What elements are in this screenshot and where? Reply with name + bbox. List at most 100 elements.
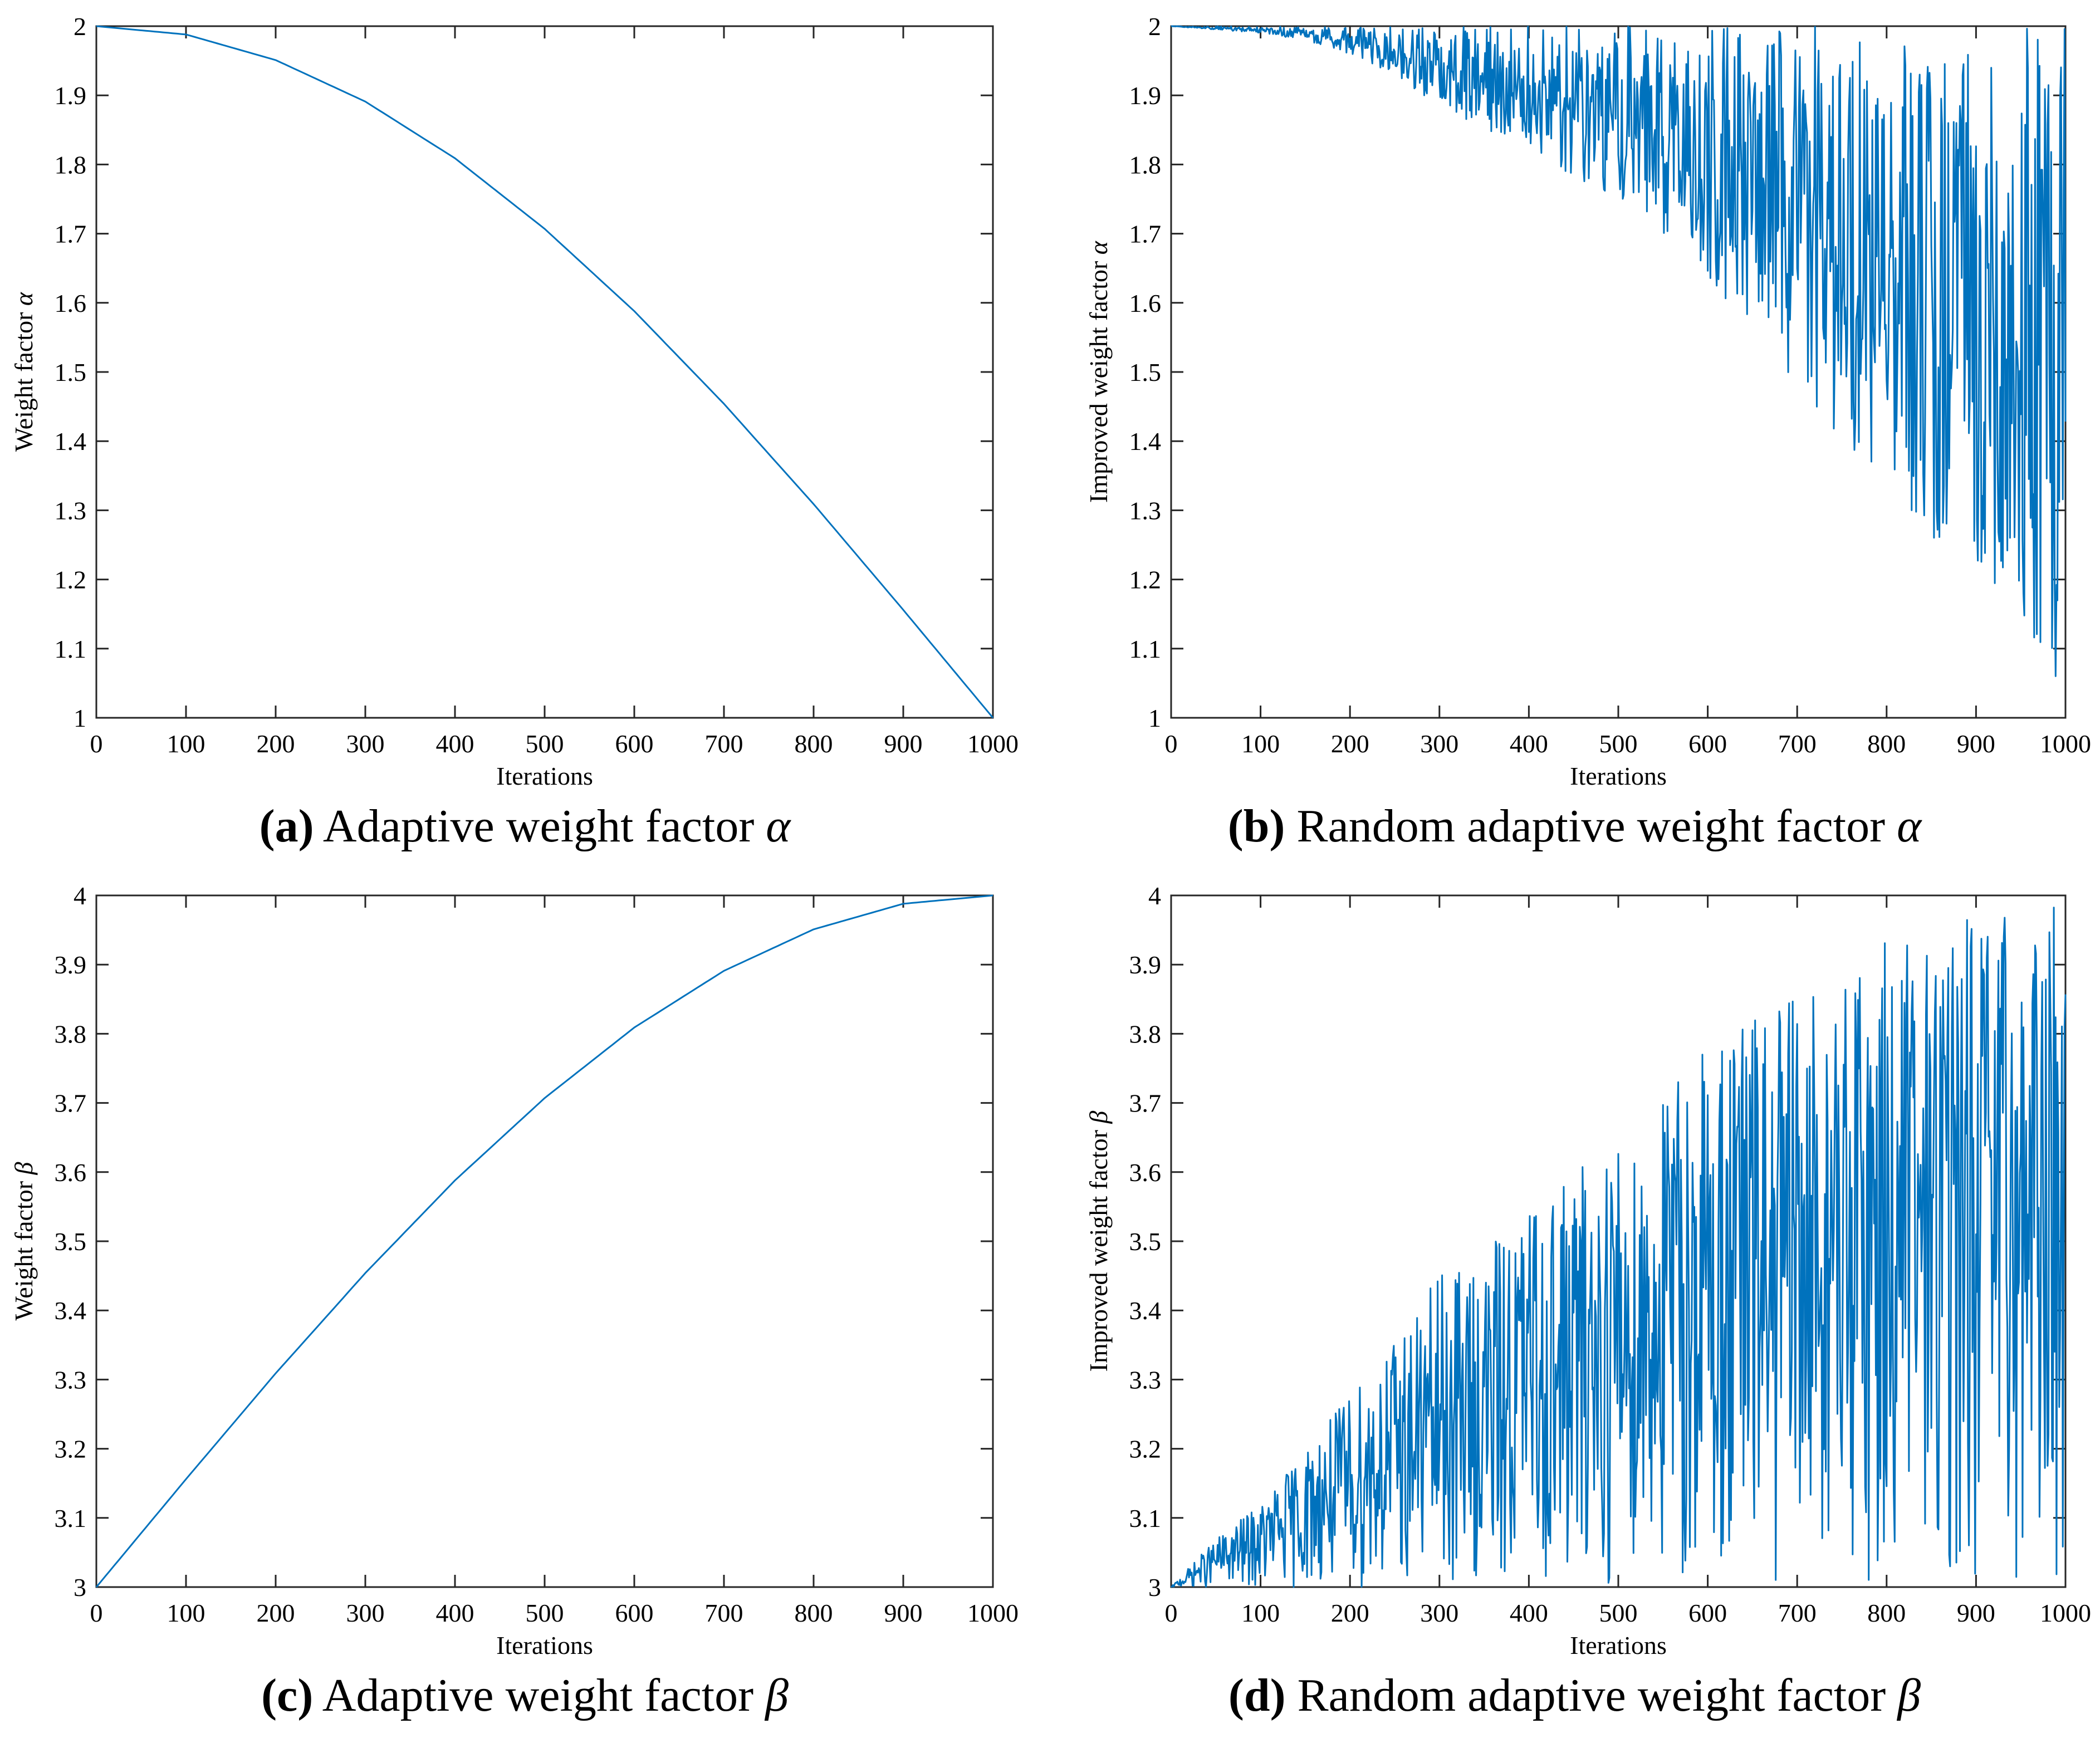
x-tick-label: 800	[795, 729, 833, 758]
x-axis-label: Iterations	[1570, 762, 1667, 790]
x-tick-label: 0	[1165, 729, 1178, 758]
y-tick-label: 3.7	[55, 1089, 87, 1118]
caption-text: Adaptive weight factor	[322, 800, 755, 852]
y-tick-label: 4	[74, 882, 86, 910]
caption-symbol: β	[765, 1669, 789, 1721]
y-axis-label: Improved weight factor β	[1084, 1111, 1113, 1372]
y-tick-label: 3.4	[1129, 1296, 1162, 1325]
y-tick-label: 2	[1148, 12, 1161, 41]
y-tick-label: 1.1	[55, 635, 87, 663]
y-tick-label: 3.6	[1129, 1158, 1162, 1187]
y-tick-label: 1.5	[55, 358, 87, 386]
x-tick-label: 700	[705, 729, 743, 758]
x-tick-label: 1000	[2040, 1599, 2091, 1627]
y-tick-label: 4	[1148, 882, 1161, 910]
x-tick-label: 800	[795, 1599, 833, 1627]
x-tick-label: 100	[167, 1599, 205, 1627]
x-tick-label: 400	[436, 729, 474, 758]
y-tick-label: 3.3	[55, 1365, 87, 1394]
y-tick-label: 1.1	[1129, 635, 1162, 663]
x-tick-label: 0	[90, 729, 103, 758]
x-tick-label: 800	[1867, 1599, 1906, 1627]
y-axis-label-symbol: α	[1084, 241, 1113, 254]
caption-a: (a) Adaptive weight factor α	[0, 799, 1050, 853]
y-tick-label: 1.3	[55, 496, 87, 525]
y-tick-label: 1.8	[1129, 150, 1162, 179]
x-tick-label: 900	[1957, 729, 1995, 758]
x-tick-label: 1000	[2040, 729, 2091, 758]
y-tick-label: 3.6	[55, 1158, 87, 1187]
x-tick-label: 400	[1510, 1599, 1548, 1627]
caption-symbol: β	[1897, 1669, 1921, 1721]
y-tick-label: 3.1	[55, 1504, 87, 1532]
caption-tag: (c)	[261, 1669, 314, 1721]
caption-symbol: α	[1897, 800, 1922, 852]
x-tick-label: 700	[1778, 1599, 1817, 1627]
y-tick-label: 1.6	[1129, 289, 1162, 317]
y-tick-label: 3.4	[55, 1296, 87, 1325]
caption-text: Adaptive weight factor	[322, 1669, 754, 1721]
y-tick-label: 3.5	[1129, 1227, 1162, 1256]
x-tick-label: 200	[257, 1599, 295, 1627]
y-axis-label-text: Weight factor	[9, 1174, 38, 1320]
y-tick-label: 1.8	[55, 150, 87, 179]
series-line-d	[1171, 907, 2067, 1588]
y-tick-label: 1.6	[55, 289, 87, 317]
x-tick-label: 0	[90, 1599, 103, 1627]
series-line-a	[96, 25, 994, 718]
y-tick-label: 3.1	[1129, 1504, 1162, 1532]
x-tick-label: 500	[1599, 729, 1638, 758]
y-tick-label: 1.9	[1129, 81, 1162, 110]
y-tick-label: 3.2	[1129, 1435, 1162, 1463]
y-tick-label: 3.7	[1129, 1089, 1162, 1118]
x-tick-label: 0	[1165, 1599, 1178, 1627]
x-tick-label: 1000	[967, 729, 1019, 758]
y-tick-label: 3	[1148, 1573, 1161, 1602]
caption-text: Random adaptive weight factor	[1296, 800, 1886, 852]
y-axis-label: Improved weight factor α	[1084, 241, 1113, 503]
x-tick-label: 600	[615, 1599, 654, 1627]
x-tick-label: 700	[1778, 729, 1817, 758]
series-line-b	[1171, 25, 2067, 677]
x-tick-label: 800	[1867, 729, 1906, 758]
y-tick-label: 1.2	[1129, 566, 1162, 594]
y-tick-label: 1.3	[1129, 496, 1162, 525]
y-tick-label: 3.3	[1129, 1365, 1162, 1394]
y-axis-label-symbol: β	[1084, 1111, 1113, 1124]
x-tick-label: 500	[526, 729, 564, 758]
x-tick-label: 200	[257, 729, 295, 758]
y-tick-label: 3.8	[1129, 1020, 1162, 1048]
x-tick-label: 500	[526, 1599, 564, 1627]
y-tick-label: 1.9	[55, 81, 87, 110]
x-tick-label: 1000	[967, 1599, 1019, 1627]
y-tick-label: 1.7	[55, 220, 87, 248]
y-tick-label: 3.5	[55, 1227, 87, 1256]
x-tick-label: 700	[705, 1599, 743, 1627]
plot-area-c	[95, 894, 994, 1588]
caption-tag: (b)	[1227, 800, 1285, 852]
x-tick-label: 900	[884, 729, 923, 758]
y-tick-label: 3	[74, 1573, 86, 1602]
x-tick-label: 600	[1688, 729, 1727, 758]
x-tick-label: 400	[1510, 729, 1548, 758]
caption-tag: (a)	[259, 800, 314, 852]
y-axis-label-symbol: α	[9, 292, 38, 306]
x-axis-label: Iterations	[496, 1631, 593, 1659]
x-tick-label: 200	[1331, 729, 1369, 758]
x-tick-label: 600	[1688, 1599, 1727, 1627]
x-tick-label: 300	[346, 729, 385, 758]
caption-c: (c) Adaptive weight factor β	[0, 1668, 1050, 1722]
caption-symbol: α	[766, 800, 791, 852]
x-tick-label: 300	[1420, 729, 1458, 758]
caption-text: Random adaptive weight factor	[1297, 1669, 1886, 1721]
y-axis-label-text: Improved weight factor	[1084, 1124, 1113, 1372]
x-tick-label: 100	[1241, 1599, 1280, 1627]
y-tick-label: 1.4	[1129, 427, 1162, 456]
caption-b: (b) Random adaptive weight factor α	[1050, 799, 2099, 853]
y-tick-label: 3.8	[55, 1020, 87, 1048]
x-tick-label: 900	[1957, 1599, 1995, 1627]
x-axis-label: Iterations	[1570, 1631, 1667, 1659]
x-tick-label: 400	[436, 1599, 474, 1627]
y-axis-label: Weight factor α	[9, 292, 38, 452]
